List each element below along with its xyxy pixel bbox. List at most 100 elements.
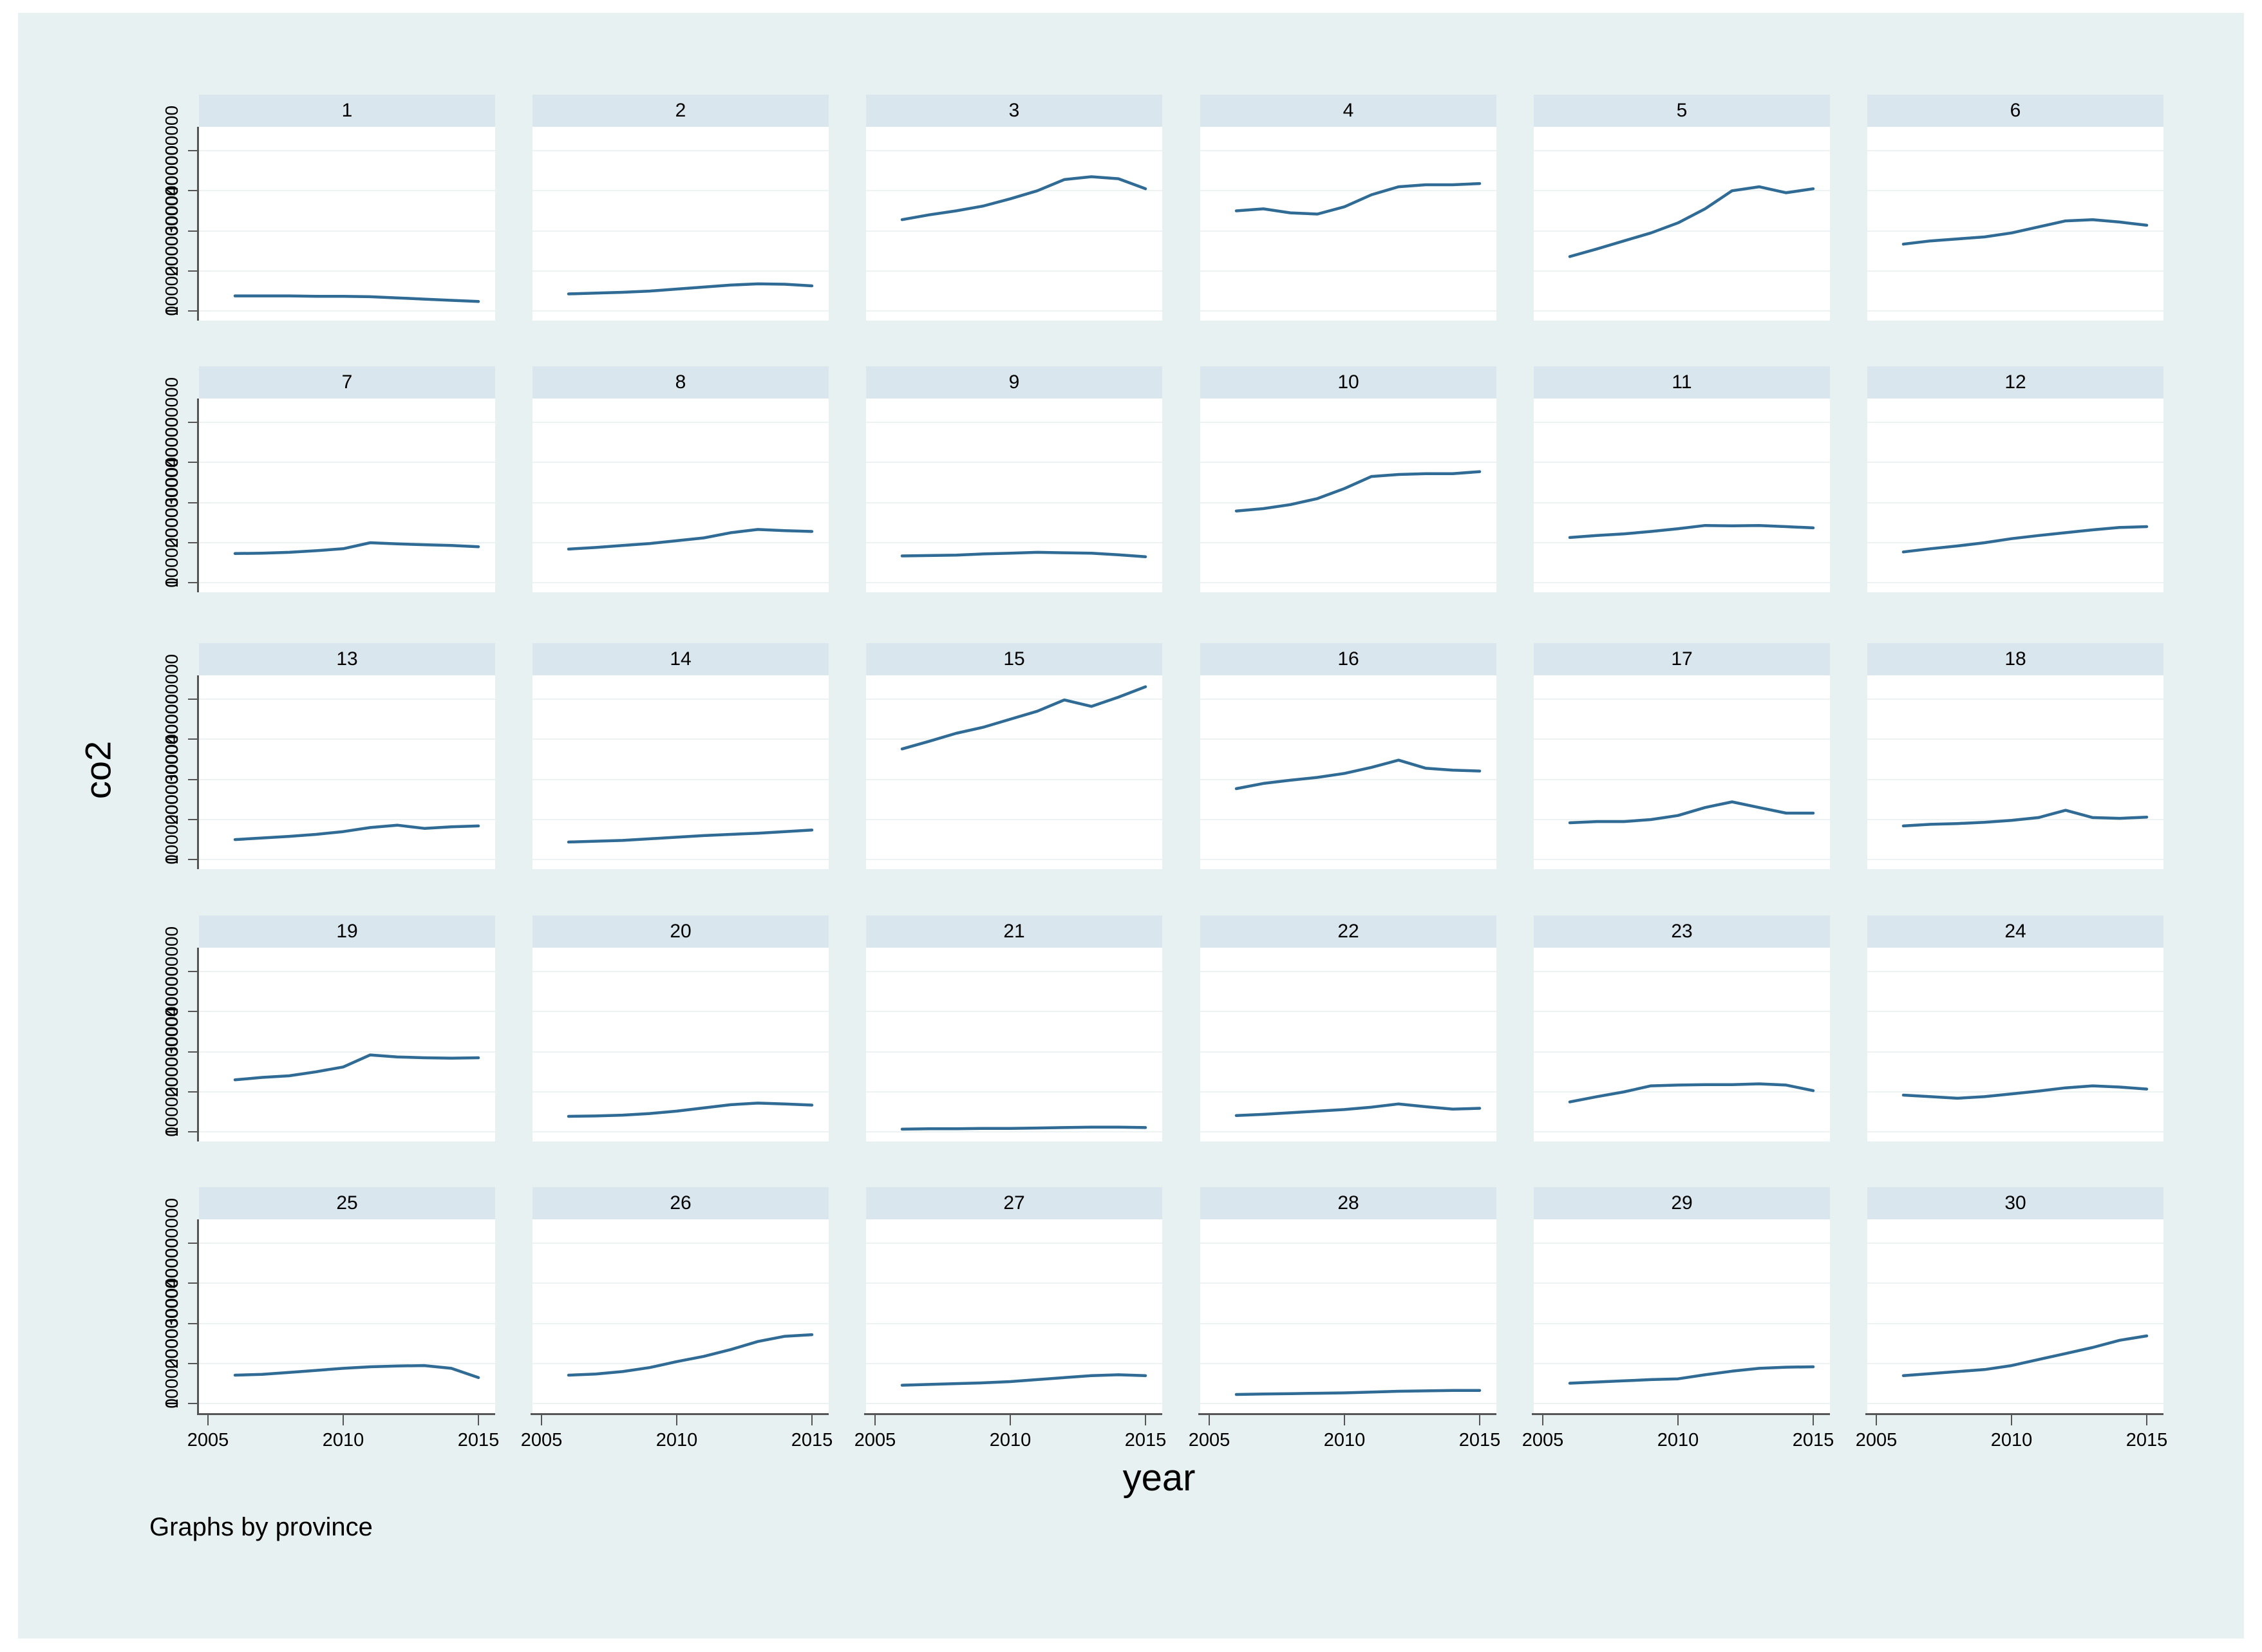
gridline (199, 1243, 495, 1244)
x-axis-tick (343, 1415, 344, 1425)
y-axis-tick (188, 502, 197, 503)
gridline (1534, 582, 1830, 584)
plot-area (1867, 948, 2163, 1141)
plot-area (199, 675, 495, 869)
x-axis-tick (207, 1415, 209, 1425)
panel-title: 18 (2004, 648, 2026, 670)
gridline (1534, 310, 1830, 312)
gridline (1200, 1051, 1496, 1053)
gridline (199, 1131, 495, 1133)
y-axis-tick (188, 778, 197, 780)
panel-title: 6 (2010, 100, 2021, 121)
gridline (866, 859, 1162, 861)
co2-line-13 (233, 823, 480, 841)
panel-title: 29 (1671, 1192, 1693, 1214)
x-tick-label: 2010 (1990, 1430, 2033, 1450)
panel-title: 24 (2004, 921, 2026, 942)
gridline (1534, 1091, 1830, 1093)
gridline (199, 310, 495, 312)
plot-area (1867, 127, 2163, 321)
panel-title: 14 (670, 648, 692, 670)
gridline (533, 1322, 829, 1324)
x-tick-label: 2010 (655, 1430, 698, 1450)
plot-area (1534, 127, 1830, 321)
x-axis-tick (541, 1415, 542, 1425)
gridline (1867, 778, 2163, 780)
gridline (199, 819, 495, 820)
panel-title: 15 (1003, 648, 1025, 670)
gridline (1534, 270, 1830, 272)
co2-line-5 (1568, 185, 1815, 258)
plot-area (1200, 127, 1496, 321)
panel-header: 17 (1534, 643, 1830, 675)
panel-title: 5 (1676, 100, 1688, 121)
plot-area (866, 399, 1162, 592)
gridline (1200, 502, 1496, 503)
panel-header: 21 (866, 915, 1162, 948)
co2-line-26 (567, 1333, 814, 1377)
plot-area (1867, 675, 2163, 869)
panel-title: 10 (1337, 371, 1359, 393)
gridline (533, 582, 829, 584)
plot-area (1200, 675, 1496, 869)
gridline (533, 1403, 829, 1405)
gridline (1867, 462, 2163, 464)
panel-title: 17 (1671, 648, 1693, 670)
plot-area (199, 399, 495, 592)
panel-header: 10 (1200, 366, 1496, 399)
gridline (1200, 738, 1496, 740)
co2-line-30 (1901, 1334, 2149, 1377)
gridline (533, 819, 829, 820)
gridline (533, 778, 829, 780)
gridline (533, 270, 829, 272)
x-axis-tick (874, 1415, 876, 1425)
gridline (1200, 542, 1496, 543)
gridline (199, 542, 495, 543)
gridline (1200, 1131, 1496, 1133)
gridline (533, 1282, 829, 1284)
gridline (199, 1091, 495, 1093)
x-axis-line (1532, 1413, 1830, 1415)
gridline (199, 738, 495, 740)
x-axis-tick (1876, 1415, 1877, 1425)
plot-area (199, 1219, 495, 1413)
gridline (1867, 1051, 2163, 1053)
co2-line-29 (1568, 1365, 1815, 1385)
panel-header: 18 (1867, 643, 2163, 675)
co2-line-16 (1234, 758, 1482, 791)
gridline (866, 971, 1162, 972)
x-tick-label: 2015 (1458, 1430, 1501, 1450)
panel-header: 20 (533, 915, 829, 948)
gridline (1200, 1322, 1496, 1324)
panel-header: 2 (533, 95, 829, 127)
x-tick-label: 2010 (322, 1430, 364, 1450)
gridline (866, 1403, 1162, 1405)
co2-line-4 (1234, 182, 1482, 216)
co2-line-24 (1901, 1084, 2149, 1100)
y-axis-tick (188, 1051, 197, 1053)
co2-line-6 (1901, 218, 2149, 246)
y-axis-tick (188, 230, 197, 232)
plot-area (1534, 399, 1830, 592)
y-axis-tick (188, 1322, 197, 1324)
gridline (533, 190, 829, 192)
x-tick-label: 2005 (187, 1430, 229, 1450)
panel-header: 15 (866, 643, 1162, 675)
y-axis-tick (188, 699, 197, 700)
plot-area (866, 127, 1162, 321)
panel-header: 6 (1867, 95, 2163, 127)
y-axis-tick (188, 310, 197, 312)
y-tick-label: 0 (162, 306, 182, 317)
panel-header: 13 (199, 643, 495, 675)
y-axis-tick (188, 422, 197, 423)
plot-area (1534, 675, 1830, 869)
plot-area (199, 948, 495, 1141)
co2-line-2 (567, 282, 814, 296)
gridline (1200, 699, 1496, 700)
y-axis-line (197, 1219, 199, 1413)
gridline (533, 502, 829, 503)
x-tick-label: 2015 (2125, 1430, 2168, 1450)
x-axis-tick (1813, 1415, 1814, 1425)
plot-area (1200, 948, 1496, 1141)
plot-area (866, 1219, 1162, 1413)
